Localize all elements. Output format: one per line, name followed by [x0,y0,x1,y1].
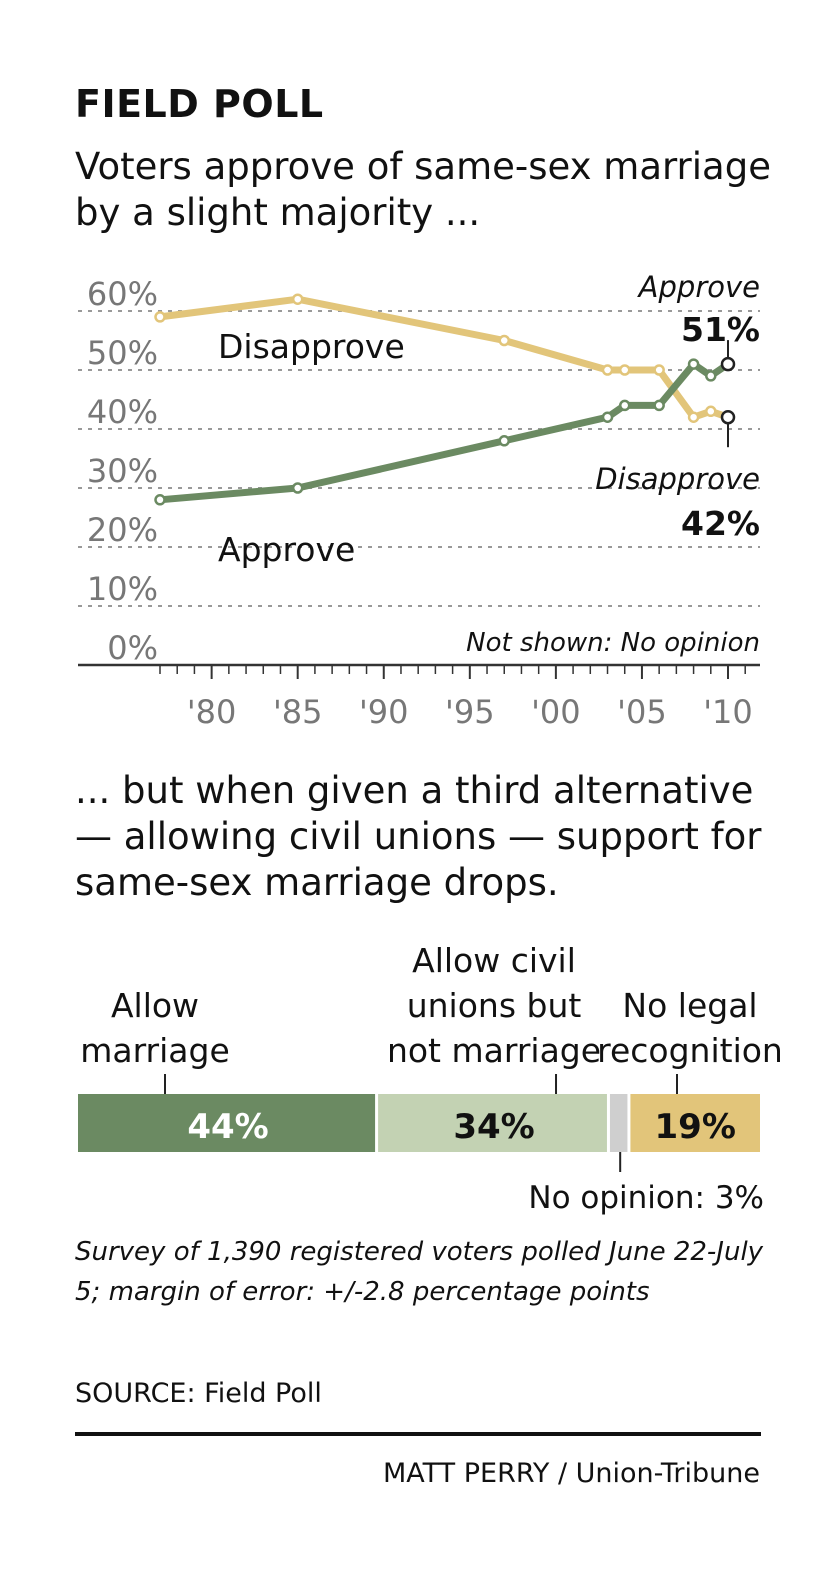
data-point-disapprove [687,411,700,423]
x-tick-label: '85 [273,693,323,731]
approve-annotation-label: Approve [637,270,760,304]
bar-segment-1 [78,1094,376,1152]
data-point-approve [687,358,700,370]
bar-value-label: 34% [453,1107,534,1147]
y-tick-label: 40% [87,393,158,431]
data-point-approve [154,494,166,506]
x-tick-label: '90 [359,693,409,731]
bar-category-label: not marriage [387,1031,601,1070]
data-point-approve [498,435,510,447]
data-point-approve [653,399,665,412]
y-tick-label: 60% [87,275,158,313]
data-point-disapprove [618,364,631,376]
divider [75,1432,761,1436]
y-tick-label: 0% [107,629,158,667]
data-point-disapprove [653,364,665,376]
y-tick-label: 30% [87,452,158,490]
no-opinion-label: No opinion: 3% [528,1180,764,1216]
disapprove-annotation-label: Disapprove [595,462,760,496]
data-point-disapprove [705,405,717,418]
headline-top: Voters approve of same-sex marriage by a… [75,145,771,234]
approve-annotation-value: 51% [681,310,760,349]
x-tick-label: '10 [703,693,753,731]
bar-category-label: unions but [407,986,582,1025]
series-label-disapprove: Disapprove [218,327,405,366]
y-tick-label: 10% [87,570,158,608]
x-tick-label: '95 [445,693,495,731]
bar-category-label: marriage [80,1031,230,1070]
disapprove-annotation-value: 42% [681,504,760,543]
data-point-approve [720,356,736,372]
x-tick-label: '80 [187,693,237,731]
credit-line: MATT PERRY / Union-Tribune [382,1458,760,1489]
data-point-disapprove [720,409,736,425]
bar-segment-3 [609,1094,628,1152]
bar-category-label: recognition [597,1031,783,1070]
bar-category-label: No legal [622,986,757,1025]
bar-value-label: 19% [655,1107,736,1147]
data-point-approve [618,399,631,412]
data-point-approve [291,482,304,494]
y-tick-label: 50% [87,334,158,372]
series-label-approve: Approve [218,530,355,569]
data-point-disapprove [601,364,614,376]
bar-category-label: Allow [111,986,199,1025]
bar-segment-2 [378,1094,607,1152]
headline-bottom: ... but when given a third alternative —… [75,769,762,904]
data-point-disapprove [291,293,304,305]
x-tick-label: '05 [617,693,667,731]
not-shown-note: Not shown: No opinion [466,628,760,658]
x-tick-label: '00 [531,693,581,731]
source-line: SOURCE: Field Poll [75,1378,322,1409]
bar-segment-4 [630,1094,760,1152]
survey-note: Survey of 1,390 registered voters polled… [75,1237,764,1307]
kicker: FIELD POLL [75,82,324,126]
data-point-disapprove [498,334,510,347]
data-point-approve [601,411,614,423]
data-point-disapprove [154,311,166,323]
bar-category-label: Allow civil [412,941,576,980]
bar-value-label: 44% [187,1107,268,1147]
data-point-approve [705,370,717,382]
y-tick-label: 20% [87,511,158,549]
